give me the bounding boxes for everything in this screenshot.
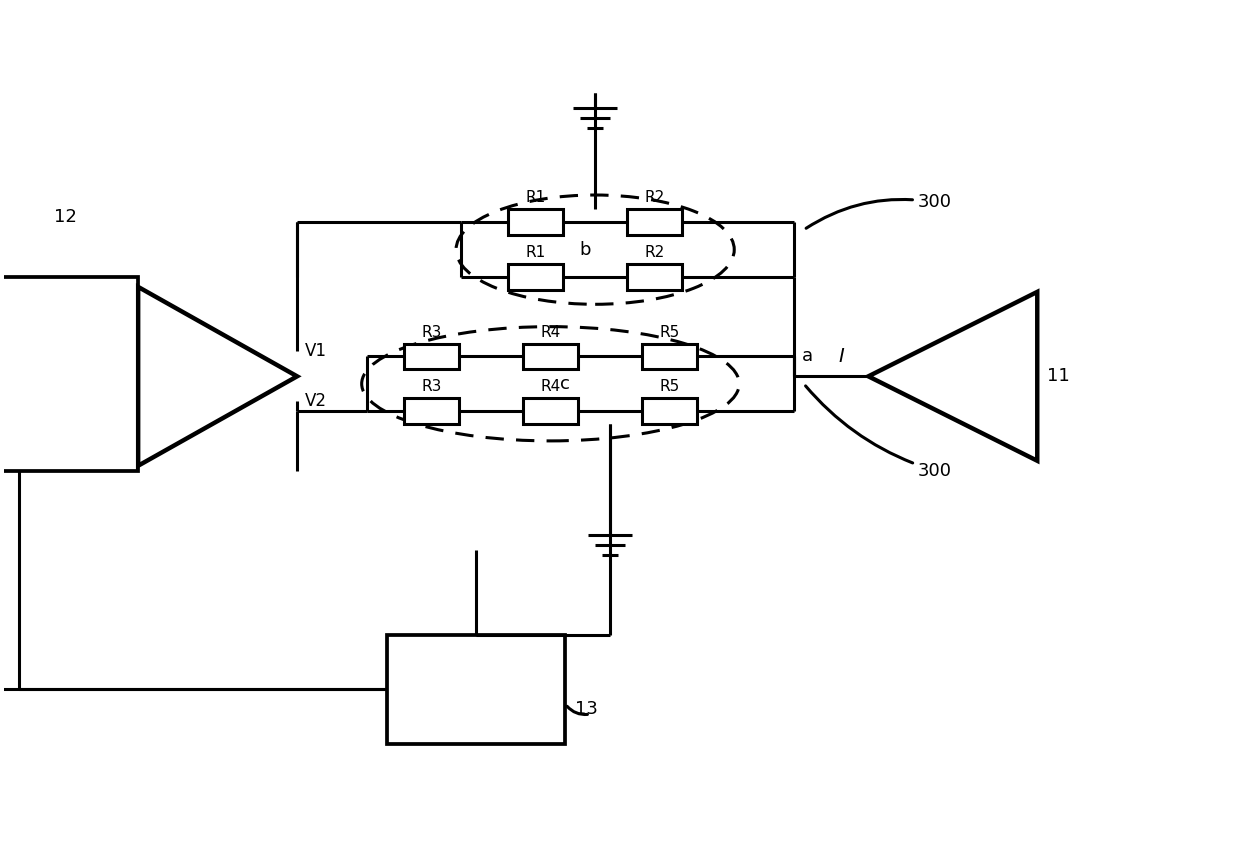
Bar bbox=[642, 344, 697, 369]
Bar bbox=[642, 398, 697, 424]
Bar bbox=[387, 635, 565, 744]
Text: V1: V1 bbox=[305, 342, 327, 361]
Text: R1: R1 bbox=[526, 191, 546, 205]
Text: R5: R5 bbox=[660, 380, 680, 394]
Text: 300: 300 bbox=[806, 193, 952, 228]
Text: R2: R2 bbox=[645, 191, 665, 205]
Text: R1: R1 bbox=[526, 245, 546, 260]
Text: R3: R3 bbox=[422, 324, 441, 340]
Text: V2: V2 bbox=[305, 392, 327, 410]
Text: 13: 13 bbox=[575, 700, 598, 718]
Bar bbox=[0, 277, 138, 471]
Text: 300: 300 bbox=[806, 386, 952, 480]
Bar bbox=[404, 344, 459, 369]
Text: 12: 12 bbox=[53, 208, 77, 226]
Bar bbox=[508, 264, 563, 290]
Bar bbox=[523, 398, 578, 424]
Text: c: c bbox=[560, 374, 570, 393]
Text: R4: R4 bbox=[541, 324, 560, 340]
Bar bbox=[627, 264, 682, 290]
Text: 11: 11 bbox=[1048, 368, 1070, 386]
Bar bbox=[523, 344, 578, 369]
Text: R3: R3 bbox=[422, 380, 441, 394]
Bar bbox=[508, 209, 563, 235]
Text: R4: R4 bbox=[541, 380, 560, 394]
Text: b: b bbox=[579, 241, 591, 259]
Bar bbox=[627, 209, 682, 235]
Text: R5: R5 bbox=[660, 324, 680, 340]
Text: R2: R2 bbox=[645, 245, 665, 260]
Text: a: a bbox=[802, 347, 813, 365]
Bar bbox=[404, 398, 459, 424]
Text: I: I bbox=[838, 347, 844, 366]
